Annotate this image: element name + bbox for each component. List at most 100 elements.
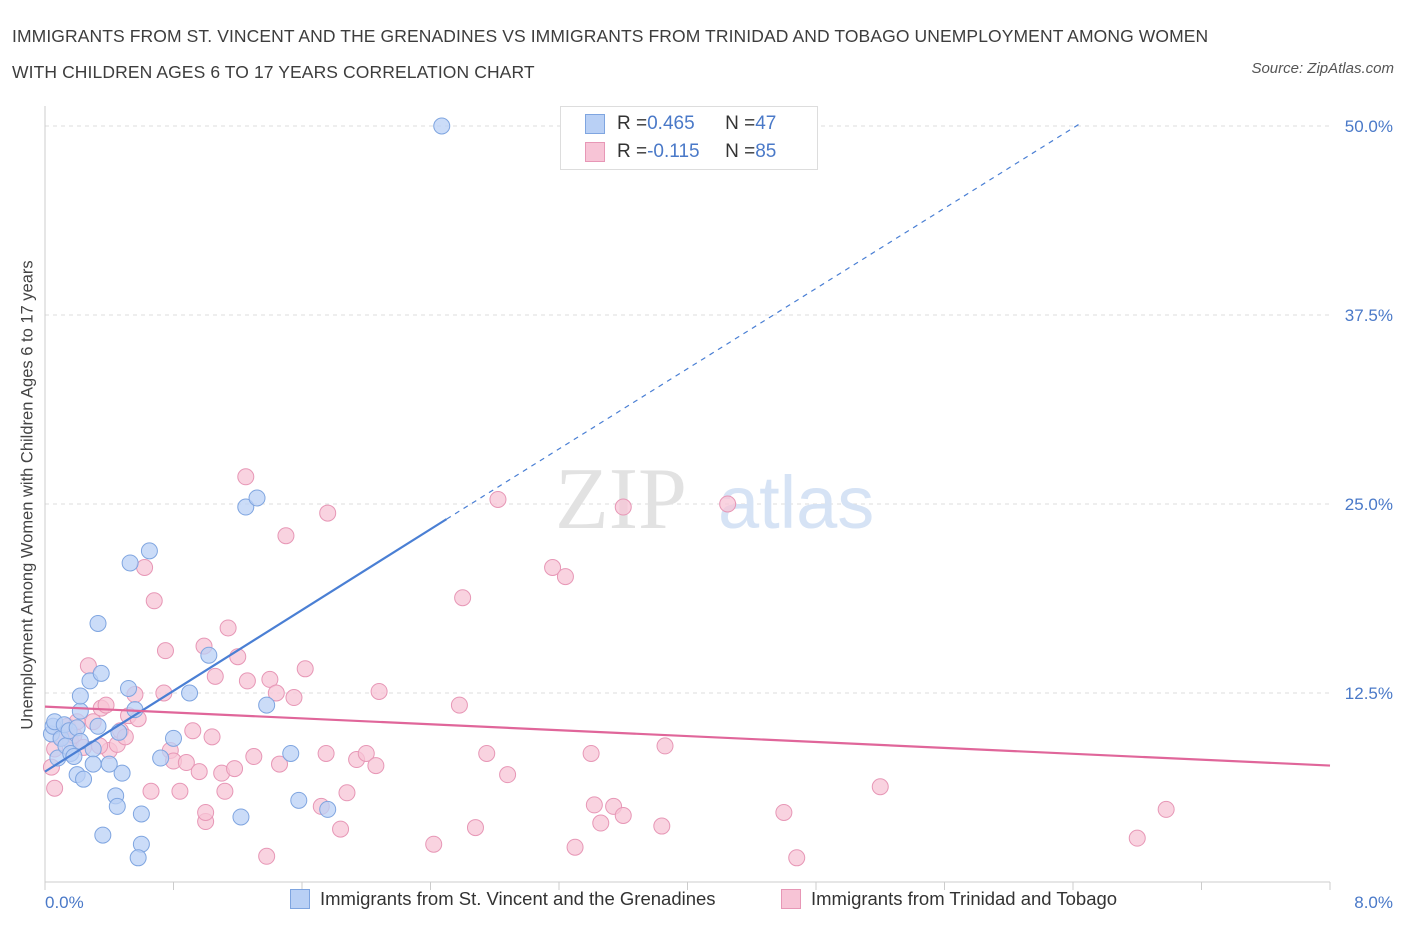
legend-row-pink: R = -0.115 N = 85 [585, 140, 776, 164]
legend-r-label: R = [617, 113, 648, 134]
data-point-trinidad [277, 527, 295, 545]
data-point-trinidad [556, 568, 574, 586]
x-tick-label: 8.0% [1354, 893, 1393, 912]
bottom-legend-swatch-blue [290, 889, 310, 909]
data-point-trinidad [585, 796, 603, 814]
trend-line-trinidad [44, 705, 1331, 767]
data-point-trinidad [317, 744, 335, 762]
data-point-st-vincent [290, 791, 308, 809]
data-point-trinidad [653, 817, 671, 835]
data-point-st-vincent [84, 740, 102, 758]
legend-r-value: 0.465 [647, 113, 695, 134]
data-point-trinidad [206, 667, 224, 685]
series-trinidad-tobago [42, 468, 1175, 867]
bottom-legend-label-blue: Immigrants from St. Vincent and the Gren… [320, 888, 716, 909]
data-point-st-vincent [129, 849, 147, 867]
data-point-trinidad [226, 760, 244, 778]
bottom-legend-swatch-pink [781, 889, 801, 909]
chart-title: Immigrants from St. Vincent and the Gren… [12, 26, 1209, 82]
series-st-vincent [42, 117, 451, 867]
data-point-st-vincent [248, 489, 266, 507]
data-point-trinidad [788, 849, 806, 867]
data-point-trinidad [238, 672, 256, 690]
trend-line-st-vincent-extension [446, 122, 1082, 520]
data-point-trinidad [478, 744, 496, 762]
data-point-trinidad [319, 504, 337, 522]
data-point-trinidad [296, 660, 314, 678]
data-point-trinidad [184, 722, 202, 740]
data-point-trinidad [466, 819, 484, 837]
legend-n-label: N = [725, 141, 756, 162]
data-point-trinidad [454, 589, 472, 607]
data-point-trinidad [271, 755, 289, 773]
axes [44, 106, 1331, 890]
legend-swatch-blue [585, 114, 605, 134]
data-point-trinidad [425, 835, 443, 853]
data-point-trinidad [216, 782, 234, 800]
data-point-st-vincent [110, 723, 128, 741]
legend-r-label: R = [617, 141, 648, 162]
data-point-trinidad [544, 559, 562, 577]
data-point-st-vincent [237, 498, 255, 516]
data-point-st-vincent [232, 808, 250, 826]
data-point-trinidad [190, 763, 208, 781]
data-point-trinidad [489, 490, 507, 508]
data-point-trinidad [566, 838, 584, 856]
data-point-st-vincent [71, 702, 89, 720]
legend-swatch-pink [585, 142, 605, 162]
data-point-trinidad [245, 748, 263, 766]
data-point-trinidad [203, 728, 221, 746]
data-point-st-vincent [152, 749, 170, 767]
data-point-st-vincent [65, 748, 83, 766]
data-point-trinidad [171, 782, 189, 800]
data-point-st-vincent [92, 664, 110, 682]
data-point-st-vincent [140, 542, 158, 560]
data-point-st-vincent [181, 684, 199, 702]
data-point-trinidad [332, 820, 350, 838]
legend-n-value: 85 [755, 141, 777, 162]
legend-row-blue: R = 0.465 N = 47 [585, 112, 776, 136]
data-point-trinidad [775, 803, 793, 821]
source-label: Source: ZipAtlas.com [1251, 60, 1394, 77]
data-point-trinidad [197, 803, 215, 821]
data-point-st-vincent [89, 614, 107, 632]
data-point-trinidad [370, 682, 388, 700]
y-tick-label: 37.5% [1345, 306, 1393, 325]
data-point-st-vincent [113, 764, 131, 782]
data-point-trinidad [177, 754, 195, 772]
legend-n-value: 47 [755, 113, 777, 134]
data-point-st-vincent [200, 646, 218, 664]
data-point-st-vincent [120, 679, 138, 697]
data-point-trinidad [614, 806, 632, 824]
data-point-trinidad [582, 744, 600, 762]
data-point-trinidad [499, 766, 517, 784]
data-point-trinidad [450, 696, 468, 714]
watermark: ZIP atlas [555, 451, 874, 548]
y-tick-label: 25.0% [1345, 495, 1393, 514]
data-point-st-vincent [75, 770, 93, 788]
data-point-st-vincent [94, 826, 112, 844]
y-tick-label: 12.5% [1345, 684, 1393, 703]
data-point-st-vincent [433, 117, 451, 135]
data-point-trinidad [1157, 800, 1175, 818]
data-point-st-vincent [319, 800, 337, 818]
y-tick-label: 50.0% [1345, 117, 1393, 136]
data-point-st-vincent [71, 687, 89, 705]
data-point-st-vincent [84, 755, 102, 773]
data-point-trinidad [592, 814, 610, 832]
bottom-legend-item-trinidad: Immigrants from Trinidad and Tobago [781, 888, 1117, 910]
tick-labels: 12.5% 25.0% 37.5% 50.0% 0.0% 8.0% [45, 117, 1393, 912]
data-point-trinidad [258, 847, 276, 865]
bottom-legend-label-pink: Immigrants from Trinidad and Tobago [811, 888, 1118, 909]
data-point-trinidad [267, 684, 285, 702]
data-point-trinidad [237, 468, 255, 486]
data-point-st-vincent [282, 744, 300, 762]
trend-lines [44, 122, 1331, 773]
data-point-trinidad [871, 778, 889, 796]
data-point-trinidad [1128, 829, 1146, 847]
bottom-legend-item-st-vincent: Immigrants from St. Vincent and the Gren… [290, 888, 716, 910]
data-point-trinidad [261, 670, 279, 688]
data-point-trinidad [656, 737, 674, 755]
data-point-trinidad [367, 757, 385, 775]
